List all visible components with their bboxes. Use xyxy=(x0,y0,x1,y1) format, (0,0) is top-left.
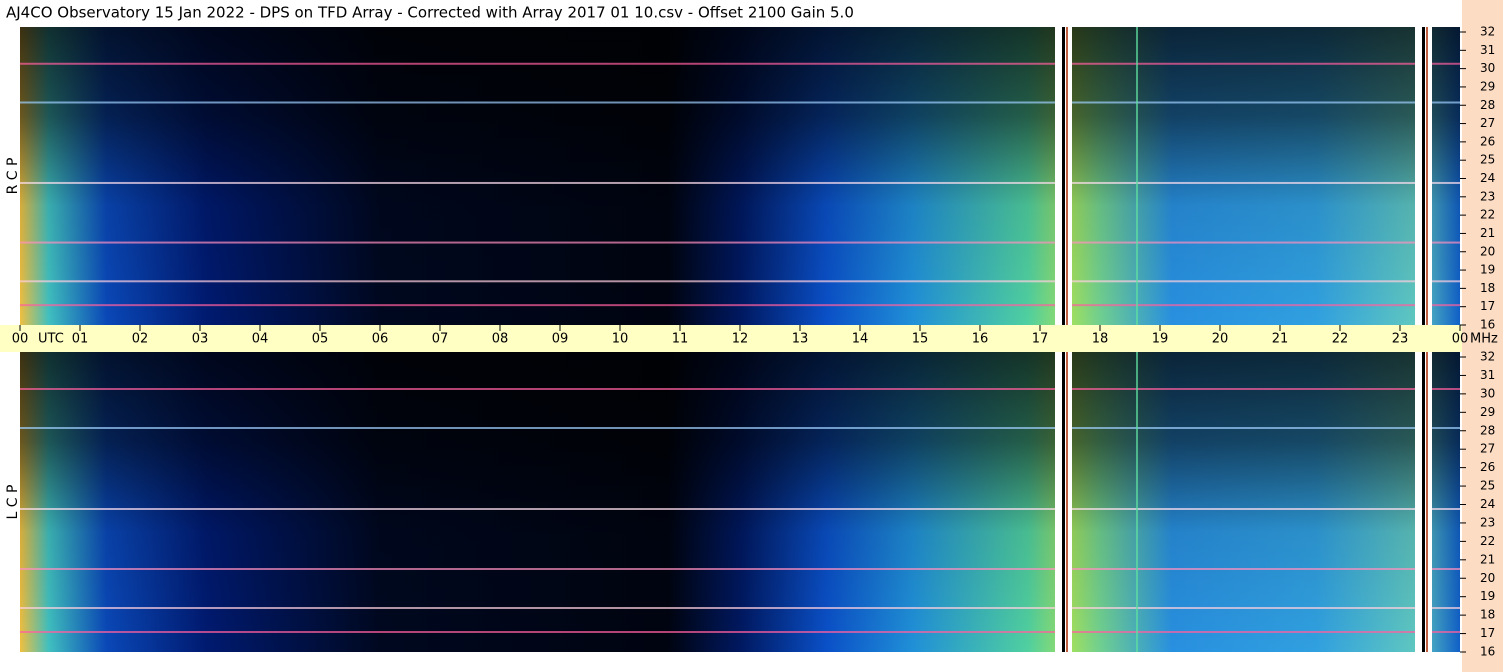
y-tick-label: 20 xyxy=(1480,571,1495,585)
interference-line xyxy=(20,508,1460,510)
panels xyxy=(20,27,1460,652)
x-tick-label: 00 xyxy=(12,332,29,347)
y-tick-label: 23 xyxy=(1480,515,1495,529)
x-tick-label: 14 xyxy=(852,332,869,347)
y-tick-label: 25 xyxy=(1480,479,1495,493)
y-tick-label: 24 xyxy=(1480,497,1495,511)
y-tick-label: 29 xyxy=(1480,79,1495,93)
y-tick-label: 19 xyxy=(1480,589,1495,603)
data-gap-edge xyxy=(1426,352,1428,652)
y-axis-label: MHz xyxy=(1470,332,1498,347)
x-tick-label: 11 xyxy=(672,332,689,347)
y-tick-label: 23 xyxy=(1480,189,1495,203)
axes: 16 17 18 19 20 21 22 23 24 25 26 27 28 29 30 31 32 16 17 18… xyxy=(12,25,1498,659)
y-tick-label: 24 xyxy=(1480,171,1495,185)
y-tick-label: 18 xyxy=(1480,608,1495,622)
spectrogram-shade xyxy=(20,27,1460,325)
y-tick-label: 30 xyxy=(1480,61,1495,75)
x-tick-label: 18 xyxy=(1092,332,1109,347)
panel-label: L C P xyxy=(5,485,21,520)
y-tick-label: 32 xyxy=(1480,350,1495,364)
data-gap-edge xyxy=(1426,27,1428,325)
interference-line xyxy=(20,304,1460,307)
y-tick-label: 16 xyxy=(1480,318,1495,332)
interference-line xyxy=(20,388,1460,390)
y-tick-label: 31 xyxy=(1480,368,1495,382)
y-tick-label: 31 xyxy=(1480,43,1495,57)
x-tick-label: 01 xyxy=(72,332,89,347)
interference-line xyxy=(20,568,1460,570)
y-tick-label: 18 xyxy=(1480,281,1495,295)
interference-column xyxy=(1136,352,1138,652)
x-tick-label: 06 xyxy=(372,332,389,347)
data-gap-edge xyxy=(1066,27,1068,325)
y-tick-label: 17 xyxy=(1480,626,1495,640)
interference-column xyxy=(1136,27,1138,325)
data-gap-edge xyxy=(1422,27,1425,325)
y-tick-label: 25 xyxy=(1480,153,1495,167)
y-tick-label: 28 xyxy=(1480,423,1495,437)
x-axis-label: UTC xyxy=(38,332,64,347)
x-tick-label: 09 xyxy=(552,332,569,347)
x-tick-label: 21 xyxy=(1272,332,1289,347)
frequency-axis-strip xyxy=(1462,0,1503,672)
x-tick-label: 23 xyxy=(1392,332,1409,347)
data-gap-edge xyxy=(1062,352,1065,652)
y-tick-label: 27 xyxy=(1480,442,1495,456)
x-tick-label: 07 xyxy=(432,332,449,347)
y-tick-label: 22 xyxy=(1480,534,1495,548)
interference-line xyxy=(20,181,1460,184)
interference-line xyxy=(20,631,1460,633)
x-tick-label: 15 xyxy=(912,332,929,347)
data-gap-edge xyxy=(1062,27,1065,325)
y-tick-label: 17 xyxy=(1480,299,1495,313)
data-gap-edge xyxy=(1066,352,1068,652)
x-tick-label: 04 xyxy=(252,332,269,347)
interference-line xyxy=(20,427,1460,429)
x-tick-label: 19 xyxy=(1152,332,1169,347)
time-axis-strip xyxy=(0,325,1462,352)
y-tick-label: 32 xyxy=(1480,25,1495,39)
interference-line xyxy=(20,241,1460,244)
x-tick-label: 10 xyxy=(612,332,629,347)
y-tick-label: 28 xyxy=(1480,98,1495,112)
x-tick-label: 00 xyxy=(1452,332,1469,347)
data-gap-edge xyxy=(1422,352,1425,652)
y-tick-label: 16 xyxy=(1480,645,1495,659)
interference-line xyxy=(20,101,1460,104)
x-tick-label: 22 xyxy=(1332,332,1349,347)
y-tick-label: 19 xyxy=(1480,263,1495,277)
y-tick-label: 27 xyxy=(1480,116,1495,130)
panel-label: R C P xyxy=(5,158,21,195)
x-tick-label: 17 xyxy=(1032,332,1049,347)
interference-line xyxy=(20,280,1460,283)
chart-title: AJ4CO Observatory 15 Jan 2022 - DPS on T… xyxy=(6,4,854,22)
spectrogram-shade xyxy=(20,352,1460,652)
x-tick-label: 03 xyxy=(192,332,209,347)
y-tick-label: 20 xyxy=(1480,244,1495,258)
y-tick-label: 21 xyxy=(1480,226,1495,240)
x-tick-label: 05 xyxy=(312,332,329,347)
y-tick-label: 26 xyxy=(1480,460,1495,474)
x-tick-label: 20 xyxy=(1212,332,1229,347)
interference-line xyxy=(20,607,1460,609)
x-tick-label: 08 xyxy=(492,332,509,347)
x-tick-label: 12 xyxy=(732,332,749,347)
x-tick-label: 16 xyxy=(972,332,989,347)
y-tick-label: 29 xyxy=(1480,405,1495,419)
y-tick-label: 30 xyxy=(1480,386,1495,400)
y-tick-label: 21 xyxy=(1480,552,1495,566)
x-tick-label: 13 xyxy=(792,332,809,347)
x-tick-label: 02 xyxy=(132,332,149,347)
y-tick-label: 22 xyxy=(1480,208,1495,222)
interference-line xyxy=(20,62,1460,65)
y-tick-label: 26 xyxy=(1480,134,1495,148)
